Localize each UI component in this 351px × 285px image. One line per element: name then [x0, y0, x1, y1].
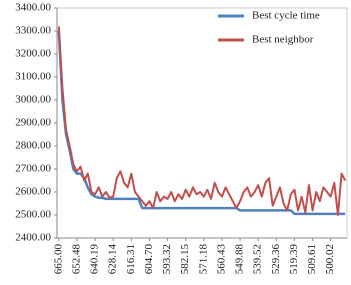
y-tick-label: 2400.00 — [15, 232, 51, 244]
y-tick-label: 3400.00 — [15, 2, 51, 14]
x-tick-label: 640.19 — [89, 244, 101, 275]
x-tick-label: 571.18 — [197, 244, 209, 275]
x-tick-label: 560.43 — [215, 244, 227, 275]
x-tick-label: 652.48 — [70, 244, 82, 275]
y-tick-label: 2600.00 — [15, 186, 51, 198]
x-tick-label: 593.32 — [161, 244, 173, 274]
x-tick-label: 616.31 — [125, 244, 137, 274]
x-tick-label: 529.36 — [270, 244, 282, 275]
legend-label: Best cycle time — [252, 10, 320, 22]
legend-label: Best neighbor — [252, 34, 314, 46]
x-tick-label: 665.00 — [52, 244, 64, 275]
y-tick-label: 3100.00 — [15, 71, 51, 83]
x-tick-label: 500.02 — [324, 244, 336, 274]
series-line — [57, 30, 346, 216]
y-tick-label: 3300.00 — [15, 25, 51, 37]
series-line — [57, 26, 347, 216]
x-tick-label: 539.52 — [252, 244, 264, 274]
x-tick-label: 509.61 — [306, 244, 318, 274]
x-tick-label: 582.15 — [179, 244, 191, 275]
y-tick-label: 2900.00 — [15, 117, 51, 129]
x-tick-label: 519.39 — [288, 244, 300, 275]
y-tick-label: 3200.00 — [15, 48, 51, 60]
y-tick-label: 2800.00 — [15, 140, 51, 152]
x-tick-label: 549.88 — [234, 244, 246, 275]
y-tick-label: 2700.00 — [15, 163, 51, 175]
x-tick-label: 604.70 — [143, 244, 155, 275]
x-tick-label: 628.14 — [107, 244, 119, 275]
y-tick-label: 2500.00 — [15, 209, 51, 221]
y-tick-label: 3000.00 — [15, 94, 51, 106]
